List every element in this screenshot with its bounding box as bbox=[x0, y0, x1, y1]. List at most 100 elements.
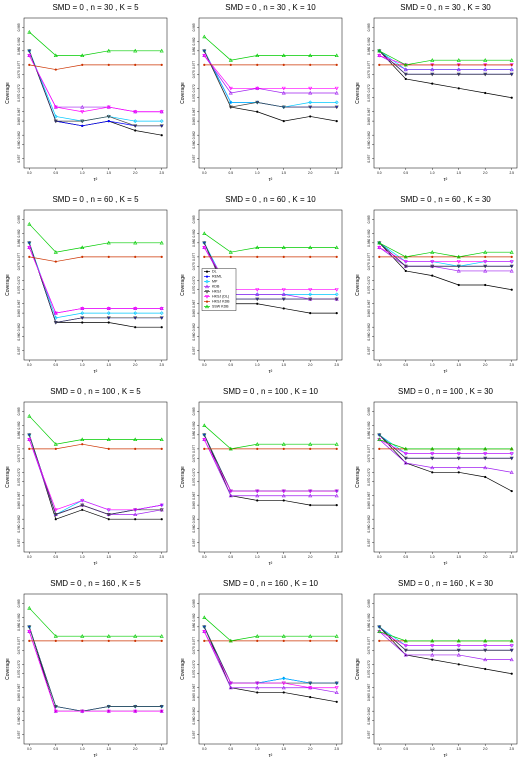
y-tick-label: 0.977 bbox=[17, 253, 21, 261]
data-point bbox=[309, 447, 312, 450]
x-axis-label: τ² bbox=[94, 369, 98, 375]
data-point bbox=[53, 634, 58, 638]
x-tick-label: 2.0 bbox=[308, 555, 313, 559]
data-point bbox=[483, 465, 488, 470]
data-point bbox=[509, 452, 514, 456]
panel-title: SMD = 0 , n = 160 , K = 10 bbox=[223, 579, 318, 588]
data-point bbox=[403, 264, 408, 269]
x-tick-label: 2.0 bbox=[308, 363, 313, 367]
data-point bbox=[202, 625, 207, 629]
series-mp bbox=[27, 432, 164, 517]
data-point bbox=[281, 442, 286, 446]
y-tick-label: 0.982 bbox=[17, 229, 21, 237]
y-tick-label: 0.957 bbox=[192, 538, 196, 546]
data-point bbox=[202, 34, 207, 39]
series-dl bbox=[28, 241, 163, 329]
data-point bbox=[53, 442, 58, 446]
y-tick-label: 0.975 bbox=[367, 70, 371, 78]
data-point bbox=[255, 245, 260, 250]
x-axis-label: τ² bbox=[444, 561, 448, 567]
x-tick-label: 2.0 bbox=[133, 555, 138, 559]
data-point bbox=[256, 255, 259, 258]
y-tick-label: 0.972 bbox=[367, 468, 371, 476]
data-point bbox=[403, 446, 408, 451]
y-tick-label: 0.975 bbox=[367, 454, 371, 462]
series-line bbox=[29, 443, 162, 450]
x-tick-label: 0.5 bbox=[229, 747, 234, 751]
series-line bbox=[28, 55, 162, 113]
y-tick-label: 0.962 bbox=[367, 323, 371, 331]
data-point bbox=[483, 72, 488, 77]
data-point bbox=[80, 119, 85, 124]
data-point bbox=[80, 53, 85, 58]
y-tick-label: 0.977 bbox=[17, 637, 21, 645]
y-tick-label: 0.970 bbox=[192, 669, 196, 677]
data-point bbox=[484, 255, 487, 258]
legend-marker bbox=[205, 300, 209, 303]
x-tick-label: 2.5 bbox=[509, 171, 514, 175]
data-point bbox=[309, 115, 312, 118]
x-axis-label: τ² bbox=[269, 561, 273, 567]
y-tick-label: 0.970 bbox=[367, 93, 371, 101]
legend-marker bbox=[205, 275, 209, 278]
data-point bbox=[106, 316, 111, 320]
data-point bbox=[431, 658, 434, 661]
data-point bbox=[334, 90, 339, 95]
y-tick-label: 0.980 bbox=[17, 623, 21, 631]
data-point bbox=[403, 644, 408, 648]
series-line bbox=[28, 50, 162, 136]
data-point bbox=[430, 648, 435, 653]
series-line bbox=[28, 242, 162, 328]
y-tick-label: 0.977 bbox=[367, 445, 371, 453]
series-line bbox=[379, 434, 512, 492]
y-tick-label: 0.962 bbox=[17, 323, 21, 331]
y-tick-label: 0.967 bbox=[17, 300, 21, 308]
series-ssw-kdb bbox=[202, 423, 339, 451]
panel-title: SMD = 0 , n = 100 , K = 5 bbox=[50, 387, 141, 396]
data-point bbox=[510, 672, 513, 675]
data-point bbox=[133, 119, 138, 124]
data-point bbox=[335, 120, 338, 123]
x-tick-label: 2.5 bbox=[159, 555, 164, 559]
y-tick-label: 0.962 bbox=[17, 131, 21, 139]
data-point bbox=[202, 245, 207, 250]
series-line bbox=[379, 439, 512, 473]
plot-frame bbox=[198, 401, 343, 553]
series-kdb bbox=[202, 437, 339, 498]
x-tick-label: 0.5 bbox=[404, 363, 409, 367]
data-point bbox=[255, 288, 260, 292]
series-line bbox=[29, 607, 162, 637]
y-axis-label: Coverage bbox=[180, 466, 186, 488]
data-point bbox=[159, 634, 164, 638]
data-point bbox=[53, 119, 58, 124]
plot-frame bbox=[198, 209, 343, 361]
data-point bbox=[255, 297, 260, 302]
data-point bbox=[80, 503, 85, 508]
data-point bbox=[456, 644, 461, 648]
y-tick-label: 0.957 bbox=[17, 538, 21, 546]
x-tick-label: 2.5 bbox=[159, 171, 164, 175]
y-axis-label: Coverage bbox=[180, 658, 186, 680]
y-tick-label: 0.975 bbox=[17, 70, 21, 78]
data-point bbox=[133, 311, 138, 316]
data-point bbox=[106, 311, 111, 316]
y-tick-label: 0.975 bbox=[367, 646, 371, 654]
data-point bbox=[403, 260, 408, 264]
y-axis-label: Coverage bbox=[5, 274, 11, 296]
data-point bbox=[403, 652, 408, 657]
x-tick-label: 2.5 bbox=[334, 555, 339, 559]
data-point bbox=[107, 120, 110, 123]
y-tick-label: 0.982 bbox=[367, 229, 371, 237]
series-line bbox=[203, 631, 337, 689]
data-point bbox=[228, 638, 233, 643]
data-point bbox=[308, 292, 313, 297]
data-point bbox=[228, 100, 233, 105]
y-tick-label: 0.972 bbox=[17, 660, 21, 668]
data-point bbox=[80, 245, 85, 250]
series-kdb bbox=[27, 245, 164, 315]
data-point bbox=[308, 686, 313, 690]
data-point bbox=[27, 221, 32, 226]
data-point bbox=[203, 63, 206, 66]
data-point bbox=[133, 634, 138, 638]
